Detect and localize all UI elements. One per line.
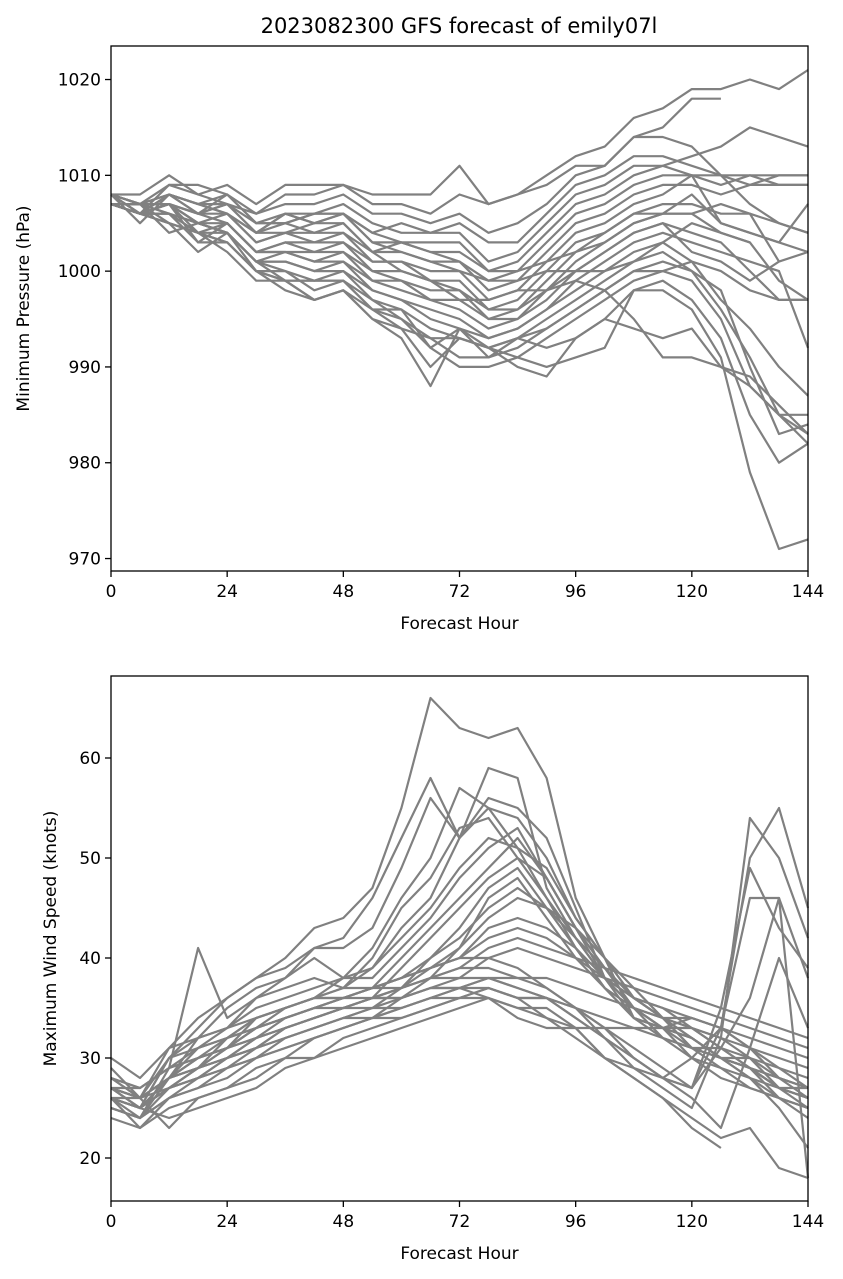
pressure-x-tick-label: 24: [216, 582, 238, 602]
pressure-y-tick-label: 1000: [58, 262, 101, 282]
wind-x-tick-label: 72: [449, 1212, 471, 1232]
wind-x-tick-label: 144: [792, 1212, 824, 1232]
wind-speed-plot: 0 24 48 72 96 120 144 20 30 40 50 60 Forecast Hour Ma…: [41, 675, 824, 1264]
wind-y-tick-label: 50: [79, 849, 101, 869]
pressure-y-tick-label: 990: [69, 358, 101, 378]
wind-y-tick-label: 30: [79, 1049, 101, 1069]
wind-y-tick-label: 40: [79, 949, 101, 969]
wind-y-axis-label: Maximum Wind Speed (knots): [41, 811, 61, 1067]
pressure-y-tick-label: 970: [69, 550, 101, 570]
pressure-x-tick-label: 48: [333, 582, 355, 602]
chart-title: 2023082300 GFS forecast of emily07l: [261, 14, 658, 38]
pressure-series-line-1: [111, 69, 809, 206]
pressure-x-tick-label: 96: [565, 582, 587, 602]
pressure-series-group: [110, 69, 810, 551]
pressure-x-tick-label: 0: [106, 582, 117, 602]
wind-x-tick-label: 24: [216, 1212, 238, 1232]
wind-x-tick-label: 96: [565, 1212, 587, 1232]
wind-y-tick-label: 20: [79, 1149, 101, 1169]
pressure-series-line-25: [111, 203, 751, 282]
pressure-plot: 0 24 48 72 96 120 144 970 980 990 1000 1010 1020 Fore…: [14, 45, 824, 634]
pressure-series-line-21: [111, 203, 809, 464]
pressure-x-tick-label: 72: [449, 582, 471, 602]
pressure-series-line-26: [110, 193, 780, 273]
pressure-series-line-23: [111, 203, 809, 445]
wind-series-line-29: [110, 986, 809, 1180]
pressure-y-axis-label: Minimum Pressure (hPa): [14, 205, 34, 411]
pressure-x-tick-label: 120: [676, 582, 708, 602]
wind-y-tick-label: 60: [79, 749, 101, 769]
wind-series-line-27: [110, 896, 810, 1179]
wind-x-tick-label: 48: [333, 1212, 355, 1232]
wind-x-axis-label: Forecast Hour: [400, 1244, 518, 1264]
wind-series-group: [110, 696, 810, 1180]
pressure-y-tick-label: 980: [69, 454, 101, 474]
pressure-x-tick-label: 144: [792, 582, 824, 602]
pressure-x-axis-label: Forecast Hour: [400, 614, 518, 634]
pressure-series-line-14: [110, 193, 809, 330]
wind-x-tick-label: 120: [676, 1212, 708, 1232]
pressure-series-line-24: [110, 193, 809, 435]
wind-x-tick-label: 0: [106, 1212, 117, 1232]
pressure-y-tick-label: 1020: [58, 71, 101, 91]
pressure-series-line-22: [110, 193, 809, 551]
pressure-y-tick-label: 1010: [58, 166, 101, 186]
